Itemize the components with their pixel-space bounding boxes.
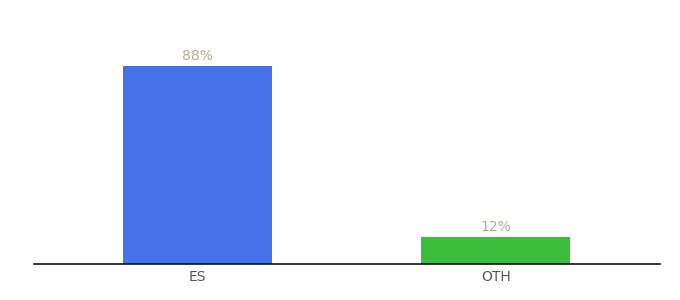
Bar	[123, 66, 272, 264]
Bar	[422, 237, 571, 264]
Text: 88%: 88%	[182, 49, 214, 63]
Text: 12%: 12%	[480, 220, 511, 234]
